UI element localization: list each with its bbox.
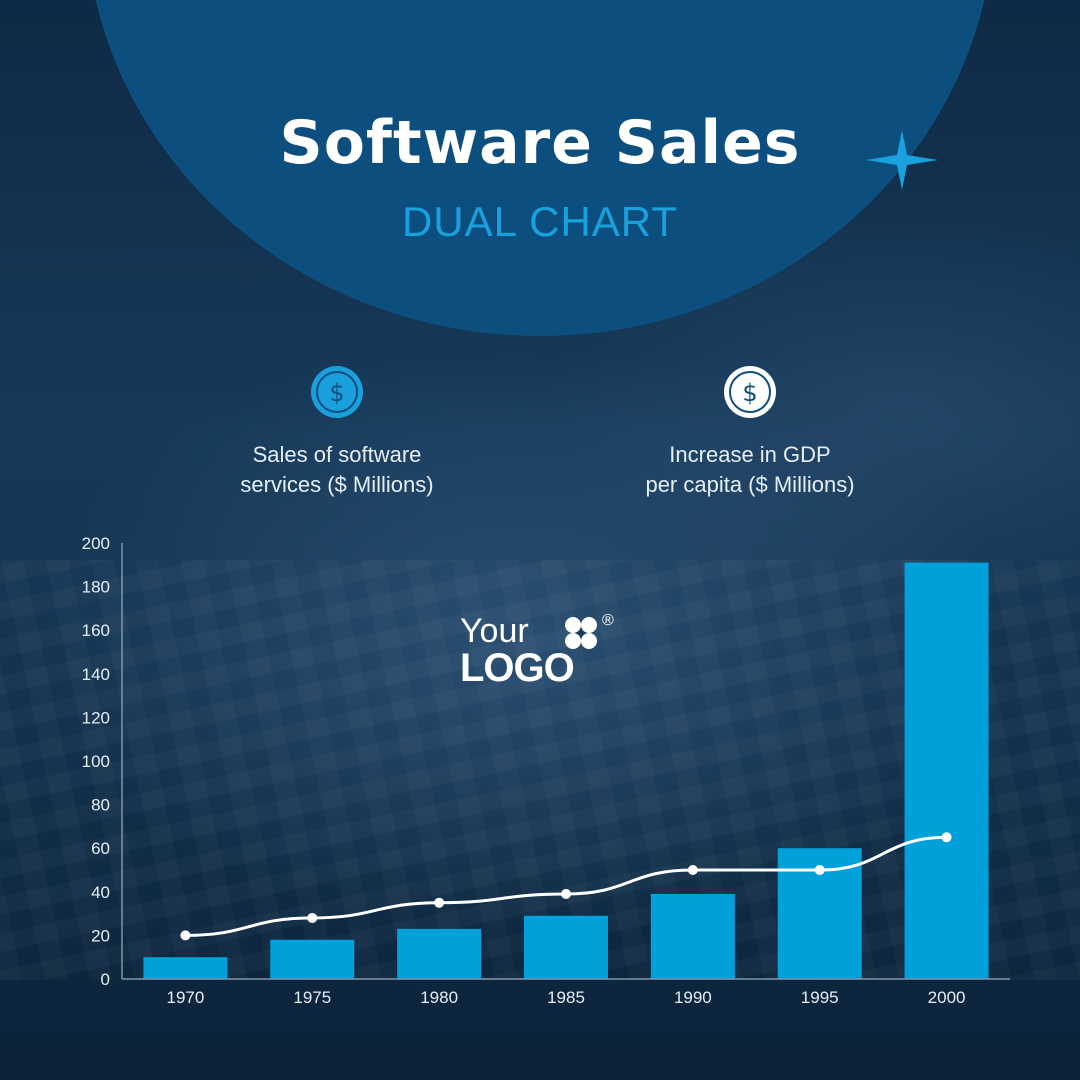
x-tick-label: 1980 xyxy=(420,988,458,1007)
legend-label-line: per capita ($ Millions) xyxy=(645,472,855,497)
gdp-point-1985 xyxy=(561,888,571,899)
background-texture xyxy=(0,560,1080,980)
dollar-circle-icon: $ xyxy=(311,366,363,418)
svg-text:$: $ xyxy=(742,379,757,407)
legend-item-sales: $ Sales of software services ($ Millions… xyxy=(177,364,497,500)
x-tick-label: 1975 xyxy=(293,988,331,1007)
svg-text:$: $ xyxy=(329,379,344,407)
x-tick-label: 1970 xyxy=(167,988,205,1007)
x-tick-label: 1990 xyxy=(674,988,712,1007)
gdp-point-2000 xyxy=(941,832,952,843)
legend-label-line: Sales of software xyxy=(252,442,422,467)
y-tick-label: 180 xyxy=(82,578,110,597)
y-tick-label: 120 xyxy=(82,708,110,727)
bar-1990 xyxy=(650,893,735,979)
legend-item-gdp: $ Increase in GDP per capita ($ Millions… xyxy=(590,364,910,500)
gdp-point-1990 xyxy=(687,865,698,875)
y-tick-label: 100 xyxy=(82,752,110,771)
gdp-point-1980 xyxy=(434,897,445,908)
bar-1970 xyxy=(143,957,228,979)
bar-1980 xyxy=(397,928,482,979)
y-tick-label: 0 xyxy=(101,970,110,989)
logo: Your ® LOGO xyxy=(460,612,630,690)
logo-registered-mark: ® xyxy=(602,612,614,629)
y-tick-label: 80 xyxy=(91,796,110,815)
logo-text-logo: LOGO xyxy=(460,646,575,690)
page-subtitle: DUAL CHART xyxy=(401,198,679,245)
legend-label-line: services ($ Millions) xyxy=(240,472,434,497)
x-tick-label: 1985 xyxy=(547,988,585,1007)
sparkle-icon xyxy=(866,130,938,190)
y-tick-label: 20 xyxy=(91,926,110,945)
gdp-point-1995 xyxy=(814,865,825,875)
page-title: Software Sales xyxy=(279,108,801,178)
y-tick-label: 40 xyxy=(91,883,110,902)
y-tick-label: 200 xyxy=(82,534,110,553)
y-tick-label: 160 xyxy=(82,621,110,640)
gdp-point-1975 xyxy=(307,912,318,923)
logo-mark-icon xyxy=(565,617,597,649)
x-tick-label: 2000 xyxy=(928,988,966,1007)
logo-text-your: Your xyxy=(460,612,529,650)
legend-label-line: Increase in GDP xyxy=(669,442,831,467)
y-tick-label: 60 xyxy=(91,839,110,858)
bar-2000 xyxy=(904,562,989,979)
legend-label-gdp: Increase in GDP per capita ($ Millions) xyxy=(590,440,910,500)
gdp-point-1970 xyxy=(180,930,191,941)
legend-label-sales: Sales of software services ($ Millions) xyxy=(177,440,497,500)
bar-1975 xyxy=(270,939,355,979)
y-tick-label: 140 xyxy=(82,665,110,684)
bar-1985 xyxy=(524,915,608,979)
x-tick-label: 1995 xyxy=(801,988,839,1007)
dollar-circle-icon: $ xyxy=(724,366,776,418)
